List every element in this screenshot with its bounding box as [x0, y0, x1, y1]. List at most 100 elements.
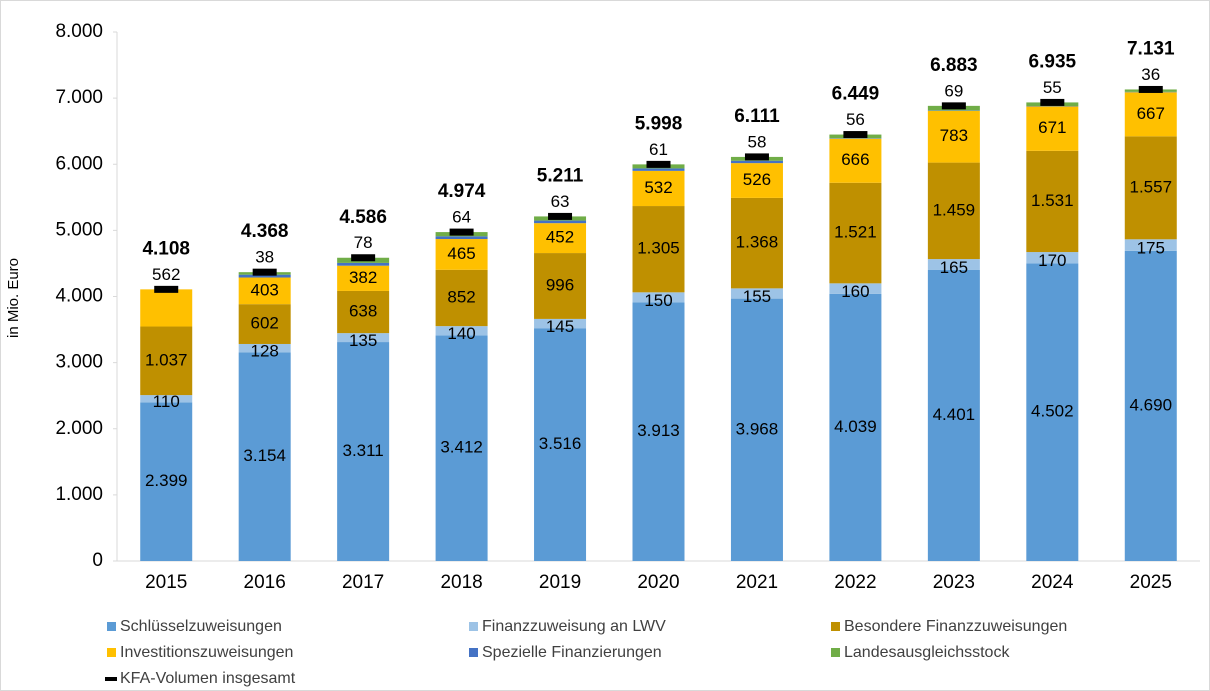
data-label: 403	[250, 280, 278, 299]
total-label: 5.998	[635, 113, 683, 134]
data-label: 382	[349, 268, 377, 287]
bar-segment	[927, 259, 980, 270]
y-tick-label: 3.000	[55, 352, 103, 373]
bar-segment	[534, 253, 587, 319]
x-tick-label: 2025	[1130, 572, 1172, 593]
total-marker	[351, 254, 376, 262]
data-label: 783	[940, 126, 968, 145]
bar-segment	[435, 326, 488, 336]
legend-swatch	[107, 622, 116, 631]
legend-label: Spezielle Finanzierungen	[482, 644, 662, 661]
data-label: 140	[447, 324, 475, 343]
total-label: 4.586	[339, 207, 387, 228]
bar-segment	[435, 335, 488, 561]
total-label: 4.108	[142, 238, 190, 259]
legend-swatch	[831, 622, 840, 631]
data-label: 1.305	[637, 239, 680, 258]
bar-segment	[1026, 106, 1079, 151]
data-label: 58	[747, 132, 766, 151]
total-marker	[744, 153, 769, 161]
total-label: 7.131	[1127, 38, 1175, 59]
bar-segment	[238, 343, 291, 353]
data-label: 667	[1137, 104, 1165, 123]
bar-segment	[435, 236, 488, 240]
bar-segment	[829, 138, 882, 183]
bar-segment	[632, 292, 685, 303]
data-label: 145	[546, 317, 574, 336]
bar-segment	[730, 197, 783, 289]
bar-segment	[632, 206, 685, 293]
y-tick-label: 5.000	[55, 219, 103, 240]
bar-segment	[140, 395, 193, 403]
x-tick-label: 2016	[244, 572, 286, 593]
bar-segment	[730, 160, 783, 164]
data-label: 1.531	[1031, 191, 1074, 210]
bar-segment	[1124, 136, 1177, 240]
bar-segment	[730, 298, 783, 561]
legend-swatch	[107, 648, 116, 657]
data-label: 1.521	[834, 223, 877, 242]
x-tick-label: 2024	[1031, 572, 1074, 593]
data-label: 671	[1038, 118, 1066, 137]
bar-segment	[829, 182, 882, 284]
data-label: 38	[255, 248, 274, 267]
data-label: 55	[1043, 78, 1062, 97]
data-label: 852	[447, 287, 475, 306]
data-label: 128	[250, 342, 278, 361]
bar-segment	[238, 352, 291, 561]
data-label: 602	[250, 314, 278, 333]
data-label: 63	[551, 192, 570, 211]
legend-swatch	[831, 648, 840, 657]
y-tick-label: 8.000	[55, 21, 103, 42]
data-label: 165	[940, 258, 968, 277]
data-label: 3.968	[736, 419, 779, 438]
data-label: 1.557	[1129, 177, 1172, 196]
data-label: 170	[1038, 251, 1066, 270]
legend-label: Schlüsselzuweisungen	[120, 618, 282, 635]
x-tick-label: 2017	[342, 572, 384, 593]
y-tick-label: 7.000	[55, 87, 103, 108]
bar-segment	[337, 333, 390, 343]
total-marker	[1138, 85, 1163, 93]
legend-swatch	[105, 677, 117, 681]
y-tick-label: 1.000	[55, 484, 103, 505]
total-marker	[1040, 98, 1065, 106]
legend-label: Investitionszuweisungen	[120, 644, 293, 661]
data-label: 1.459	[933, 200, 976, 219]
x-tick-label: 2020	[637, 572, 679, 593]
legend-label: Besondere Finanzzuweisungen	[844, 618, 1067, 635]
data-label: 160	[841, 282, 869, 301]
bar-segment	[1026, 150, 1079, 253]
bar-segment	[829, 283, 882, 294]
bar-segment	[435, 239, 488, 270]
bar-segment	[534, 223, 587, 254]
total-marker	[941, 102, 966, 110]
data-label: 36	[1141, 65, 1160, 84]
data-label: 532	[644, 178, 672, 197]
bar-segment	[927, 162, 980, 260]
total-label: 4.368	[241, 221, 289, 242]
data-label: 64	[452, 208, 471, 227]
y-tick-label: 2.000	[55, 418, 103, 439]
bar-segment	[1124, 239, 1177, 251]
data-label: 135	[349, 331, 377, 350]
bar-segment	[632, 170, 685, 207]
total-marker	[252, 268, 277, 276]
bar-segment	[730, 163, 783, 198]
data-label: 4.502	[1031, 402, 1074, 421]
x-tick-label: 2023	[933, 572, 975, 593]
bar-segment	[1124, 92, 1177, 137]
data-label: 562	[152, 265, 180, 284]
data-label: 110	[153, 392, 180, 411]
y-axis-title: in Mio. Euro	[5, 258, 22, 338]
data-label: 666	[841, 150, 869, 169]
legend-label: Landesausgleichsstock	[844, 644, 1010, 661]
legend-swatch	[469, 622, 478, 631]
bar-segment	[1124, 250, 1177, 561]
total-label: 6.883	[930, 55, 978, 76]
y-tick-label: 0	[92, 550, 103, 571]
data-label: 150	[644, 291, 672, 310]
x-tick-label: 2022	[834, 572, 876, 593]
